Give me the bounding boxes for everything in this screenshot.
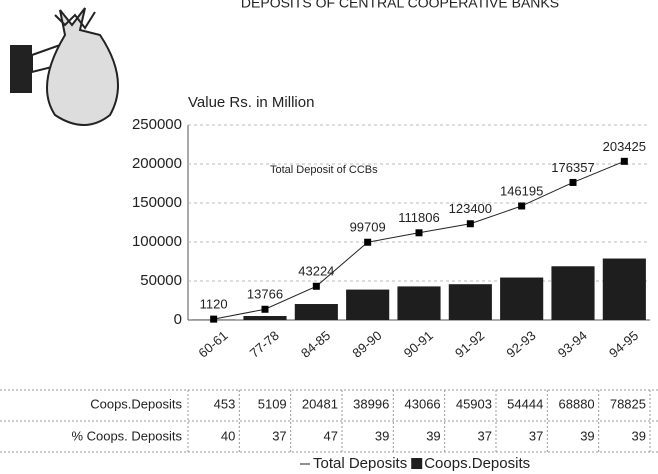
line-marker: [621, 158, 628, 165]
data-label: 203425: [603, 139, 646, 154]
x-tick-label: 90-91: [401, 328, 436, 361]
table-cell: 40: [221, 428, 235, 443]
bar: [243, 316, 286, 320]
y-tick-label: 150000: [132, 194, 182, 211]
legend-label: Coops.Deposits: [424, 455, 530, 472]
bar: [449, 284, 492, 320]
x-tick-label: 89-90: [349, 328, 384, 361]
y-tick-label: 200000: [132, 155, 182, 172]
bar: [397, 286, 440, 320]
y-tick-label: 100000: [132, 233, 182, 250]
line-marker: [262, 306, 269, 313]
table-cell: 39: [632, 428, 646, 443]
legend-label: Total Deposits: [313, 455, 407, 472]
data-label: 1120: [200, 297, 228, 312]
x-tick-label: 84-85: [298, 328, 333, 361]
y-tick-label: 50000: [140, 272, 182, 289]
data-label: 13766: [247, 287, 283, 302]
table-cell: 39: [375, 428, 389, 443]
table-cell: 38996: [353, 396, 389, 411]
legend-swatch: [411, 458, 422, 469]
data-label: 111806: [398, 210, 439, 225]
table-cell: 453: [214, 396, 236, 411]
table-cell: 43066: [405, 396, 441, 411]
table-cell: 20481: [302, 396, 338, 411]
data-label: 43224: [298, 264, 334, 279]
line-marker: [416, 229, 423, 236]
table-row-label: Coops.Deposits: [90, 396, 182, 411]
line-marker: [467, 220, 474, 227]
bar: [346, 290, 389, 320]
bar: [500, 278, 543, 320]
line-marker: [364, 239, 371, 246]
table-cell: 37: [478, 428, 492, 443]
data-label: 146195: [500, 183, 543, 198]
x-tick-label: 92-93: [503, 328, 538, 361]
y-axis-title: Value Rs. in Million: [188, 94, 314, 111]
table-row-label: % Coops. Deposits: [71, 428, 182, 443]
x-tick-label: 94-95: [606, 328, 641, 361]
bar: [603, 259, 646, 320]
annotation: Total Deposit of CCBs: [270, 164, 378, 176]
data-label: 123400: [449, 201, 492, 216]
x-tick-label: 77-78: [247, 328, 282, 361]
y-tick-label: 250000: [132, 116, 182, 133]
chart: DEPOSITS OF CENTRAL COOPERATIVE BANKS Va…: [0, 0, 658, 474]
table-cell: 37: [272, 428, 286, 443]
table-cell: 37: [529, 428, 543, 443]
table-cell: 54444: [507, 396, 543, 411]
bar: [551, 266, 594, 320]
money-bag-icon: [10, 8, 118, 125]
table-cell: 45903: [456, 396, 492, 411]
line-marker: [313, 283, 320, 290]
table-cell: 78825: [610, 396, 646, 411]
x-tick-label: 60-61: [195, 328, 230, 361]
data-label: 99709: [350, 220, 386, 235]
table-cell: 39: [580, 428, 594, 443]
table-cell: 5109: [258, 396, 287, 411]
table-cell: 47: [324, 428, 338, 443]
y-tick-label: 0: [174, 311, 182, 328]
line-marker: [570, 179, 577, 186]
bar: [295, 304, 338, 320]
chart-title: DEPOSITS OF CENTRAL COOPERATIVE BANKS: [241, 0, 559, 11]
table-cell: 39: [426, 428, 440, 443]
data-label: 176357: [551, 160, 594, 175]
x-tick-label: 91-92: [452, 328, 487, 361]
table-cell: 68880: [559, 396, 595, 411]
x-tick-label: 93-94: [555, 328, 590, 361]
line-marker: [210, 316, 217, 323]
line-marker: [518, 202, 525, 209]
